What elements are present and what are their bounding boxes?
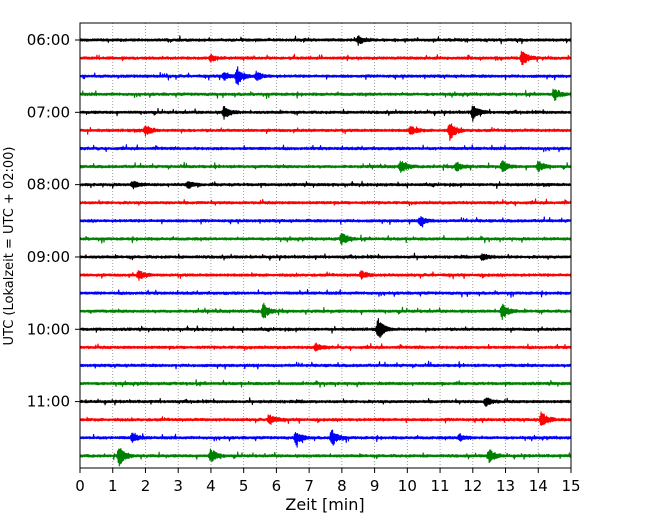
y-tick-label: 09:00 — [27, 248, 70, 266]
trace-0600 — [79, 35, 572, 46]
x-tick-label: 8 — [337, 477, 347, 495]
trace-0915 — [79, 270, 572, 281]
x-tick-label: 0 — [75, 477, 85, 495]
trace-0615 — [79, 50, 572, 66]
y-axis-title: UTC (Lokalzeit = UTC + 02:00) — [2, 147, 17, 346]
x-tick-label: 13 — [496, 477, 515, 495]
trace-0815 — [79, 198, 572, 207]
trace-1115 — [79, 411, 572, 426]
trace-1015 — [79, 342, 572, 352]
x-tick-label: 12 — [463, 477, 482, 495]
x-tick-label: 7 — [304, 477, 314, 495]
x-axis-title: Zeit [min] — [285, 495, 364, 514]
x-tick-label: 4 — [206, 477, 216, 495]
trace-0700 — [79, 105, 572, 122]
vertical-grid — [112, 23, 539, 468]
trace-0830 — [79, 215, 572, 228]
trace-0645 — [79, 88, 572, 101]
trace-0715 — [79, 123, 572, 142]
y-tick-label: 07:00 — [27, 103, 70, 121]
trace-0930 — [79, 288, 572, 298]
trace-1145 — [79, 448, 572, 467]
trace-0745 — [79, 160, 572, 174]
x-tick-label: 5 — [239, 477, 249, 495]
y-axis: 06:00 07:00 08:00 09:00 10:00 11:00 — [27, 31, 80, 411]
trace-0900 — [79, 252, 572, 261]
trace-0730 — [79, 144, 572, 153]
y-tick-label: 08:00 — [27, 176, 70, 194]
y-tick-label: 10:00 — [27, 320, 70, 338]
x-tick-label: 6 — [272, 477, 282, 495]
trace-0630 — [79, 66, 572, 86]
trace-1130 — [79, 429, 572, 448]
x-axis: 0 1 2 3 4 5 6 7 8 9 10 11 12 13 14 15 — [75, 468, 581, 495]
x-tick-label: 3 — [173, 477, 183, 495]
x-tick-label: 10 — [398, 477, 417, 495]
trace-1030 — [79, 360, 572, 370]
x-tick-label: 1 — [108, 477, 118, 495]
trace-0800 — [79, 180, 572, 190]
trace-1045 — [79, 379, 572, 388]
trace-1000 — [79, 318, 572, 339]
trace-group — [79, 35, 572, 467]
x-tick-label: 11 — [431, 477, 450, 495]
x-tick-label: 9 — [370, 477, 380, 495]
y-tick-label: 11:00 — [27, 393, 70, 411]
y-tick-label: 06:00 — [27, 31, 70, 49]
x-tick-label: 14 — [529, 477, 548, 495]
x-tick-label: 15 — [561, 477, 580, 495]
x-tick-label: 2 — [141, 477, 151, 495]
trace-0845 — [79, 233, 572, 246]
trace-1100 — [79, 397, 572, 408]
plot-frame — [79, 22, 572, 469]
trace-0945 — [79, 302, 572, 321]
